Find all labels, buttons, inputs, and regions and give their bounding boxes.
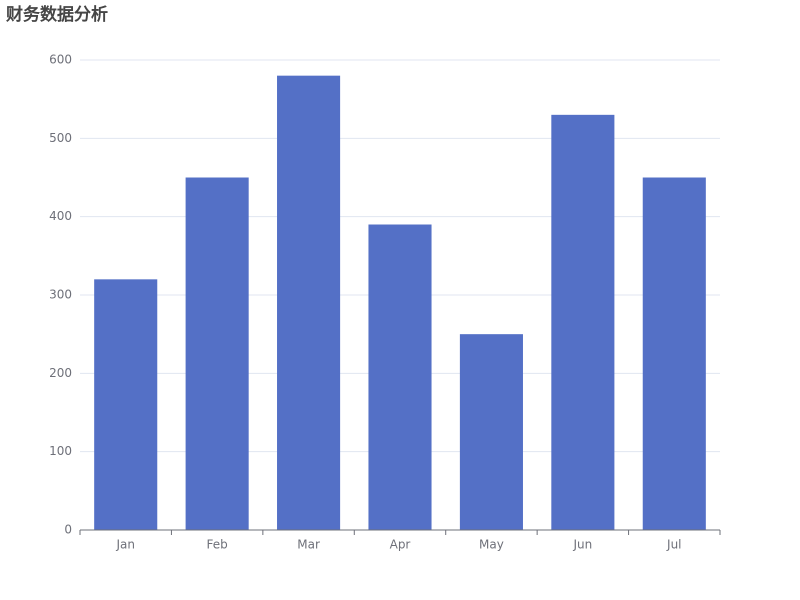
x-tick-label: Apr xyxy=(390,538,411,552)
x-tick-label: Jun xyxy=(572,538,592,552)
y-tick-label: 500 xyxy=(49,131,72,145)
x-tick-label: Jul xyxy=(666,538,681,552)
x-tick-label: May xyxy=(479,538,504,552)
bar xyxy=(642,177,706,530)
y-tick-label: 100 xyxy=(49,444,72,458)
bar xyxy=(551,114,615,530)
chart-title: 财务数据分析 xyxy=(5,4,108,25)
x-tick-label: Mar xyxy=(297,538,320,552)
x-tick-label: Jan xyxy=(115,538,135,552)
bar xyxy=(277,75,341,531)
y-tick-label: 200 xyxy=(49,366,72,380)
x-tick-label: Feb xyxy=(207,538,228,552)
y-tick-label: 0 xyxy=(64,523,72,537)
bar xyxy=(459,334,523,530)
bar xyxy=(185,177,249,530)
bar xyxy=(368,224,432,530)
y-tick-label: 400 xyxy=(49,209,72,223)
y-tick-label: 300 xyxy=(49,288,72,302)
bar xyxy=(94,279,158,530)
y-tick-label: 600 xyxy=(49,53,72,67)
